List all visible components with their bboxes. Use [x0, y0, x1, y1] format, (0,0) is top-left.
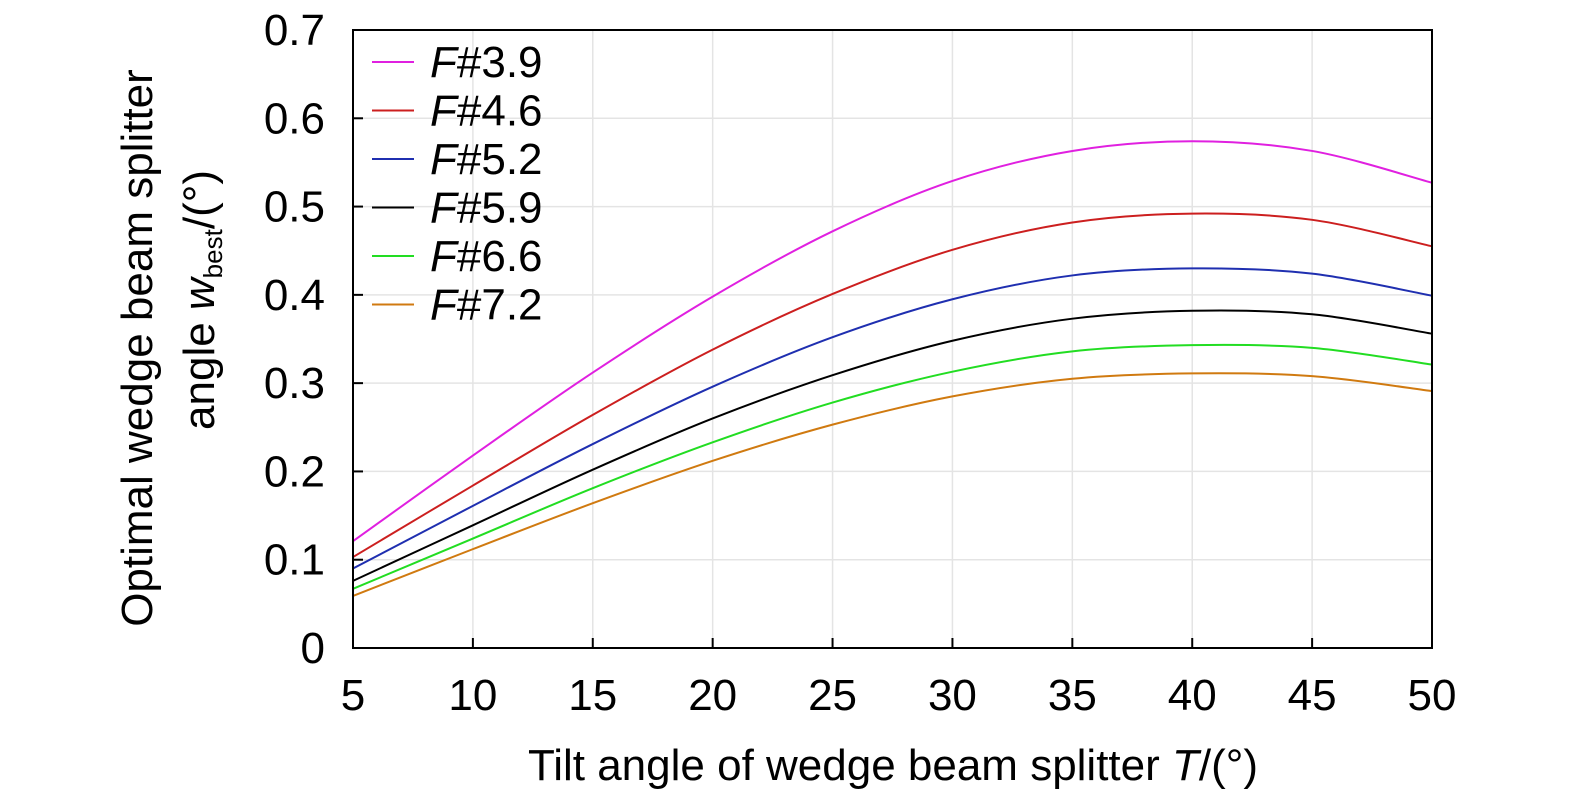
x-tick-label: 40: [1168, 671, 1217, 720]
y-tick-label: 0.3: [264, 359, 325, 408]
x-tick-label: 20: [688, 671, 737, 720]
y-tick-label: 0.5: [264, 183, 325, 232]
x-tick-label: 30: [928, 671, 977, 720]
y-tick-label: 0.7: [264, 6, 325, 55]
series-line-3: [352, 267, 1433, 570]
legend-label: F#5.9: [430, 184, 543, 233]
series-line-2: [352, 212, 1433, 558]
legend-label: F#4.6: [430, 87, 543, 136]
y-axis-label: Optimal wedge beam splitter angle wbest/…: [113, 69, 228, 627]
x-tick-label: 25: [808, 671, 857, 720]
y-tick-label: 0.4: [264, 271, 325, 320]
y-axis-ticks: 0 0.1 0.2 0.3 0.4 0.5 0.6 0.7: [264, 6, 363, 673]
x-tick-label: 50: [1408, 671, 1457, 720]
legend: F#3.9F#4.6F#5.2F#5.9F#6.6F#7.2: [372, 38, 543, 330]
legend-label: F#3.9: [430, 38, 543, 87]
x-tick-label: 5: [341, 671, 365, 720]
y-tick-label: 0.2: [264, 447, 325, 496]
plot-area-frame: [352, 29, 1433, 649]
series-line-5: [352, 343, 1433, 590]
x-axis-ticks: 5 10 15 20 25 30 35 40 45 50: [341, 638, 1457, 720]
y-tick-label: 0: [301, 624, 325, 673]
x-tick-label: 15: [568, 671, 617, 720]
x-tick-label: 45: [1288, 671, 1337, 720]
y-tick-label: 0.6: [264, 94, 325, 143]
series-line-6: [352, 372, 1433, 597]
y-tick-label: 0.1: [264, 536, 325, 585]
y-axis-label-line-2: angle wbest/(°): [175, 170, 228, 430]
series-line-1: [352, 140, 1433, 542]
legend-label: F#6.6: [430, 232, 543, 281]
legend-label: F#7.2: [430, 281, 543, 330]
x-tick-label: 10: [448, 671, 497, 720]
legend-label: F#5.2: [430, 135, 543, 184]
x-axis-label: Tilt angle of wedge beam splitter T/(°): [528, 741, 1258, 790]
y-axis-label-line-1: Optimal wedge beam splitter: [113, 69, 162, 627]
series-line-4: [352, 309, 1433, 582]
series-lines: [352, 140, 1433, 597]
x-tick-label: 35: [1048, 671, 1097, 720]
